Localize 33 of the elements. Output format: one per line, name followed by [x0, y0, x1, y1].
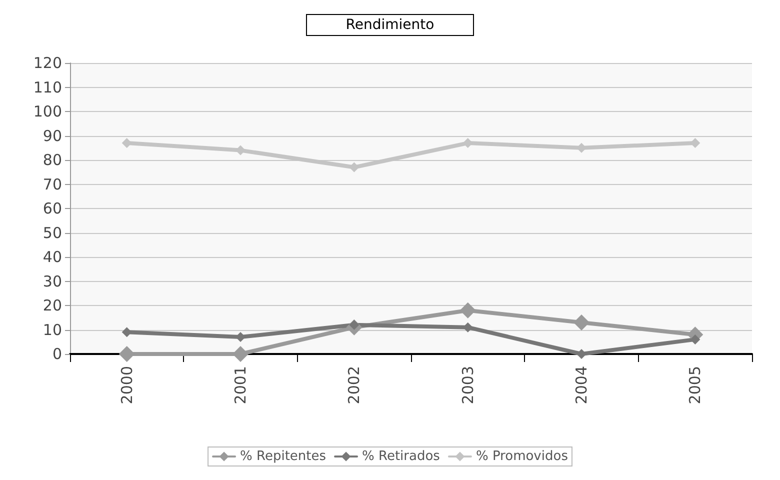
point: [236, 145, 246, 156]
y-tick-label: 90: [42, 126, 62, 145]
y-tick-label: 100: [33, 102, 62, 120]
point: [460, 302, 476, 318]
x-tick-label: 2004: [572, 366, 590, 404]
x-tick-label: 2001: [232, 366, 250, 404]
point: [349, 162, 360, 172]
y-tick-label: 70: [42, 175, 62, 194]
x-tick-label: 2000: [118, 366, 136, 404]
y-tick-label: 30: [42, 272, 62, 290]
y-tick-label: 40: [42, 248, 62, 266]
y-tick-label: 0: [52, 345, 62, 363]
y-tick-label: 60: [42, 200, 62, 218]
point: [118, 346, 135, 362]
point: [574, 314, 590, 330]
x-tick-label: 2002: [345, 366, 364, 404]
y-tick-label: 120: [33, 54, 62, 72]
y-tick-label: 110: [33, 78, 62, 96]
legend-label: % Promovidos: [476, 449, 568, 464]
point: [690, 334, 700, 344]
x-tick-label: 2005: [686, 366, 704, 404]
point: [236, 332, 246, 342]
point: [232, 346, 248, 362]
y-tick-label: 20: [42, 296, 62, 314]
y-tick-label: 50: [42, 224, 62, 242]
point: [576, 349, 586, 359]
x-tick-label: 2003: [458, 366, 477, 404]
chart-title: Rendimiento: [346, 17, 434, 33]
legend-label: % Retirados: [362, 449, 440, 464]
y-tick-label: 10: [42, 320, 62, 339]
legend-label: % Repitentes: [240, 449, 326, 464]
y-tick-label: 80: [42, 151, 62, 169]
point: [576, 142, 586, 153]
